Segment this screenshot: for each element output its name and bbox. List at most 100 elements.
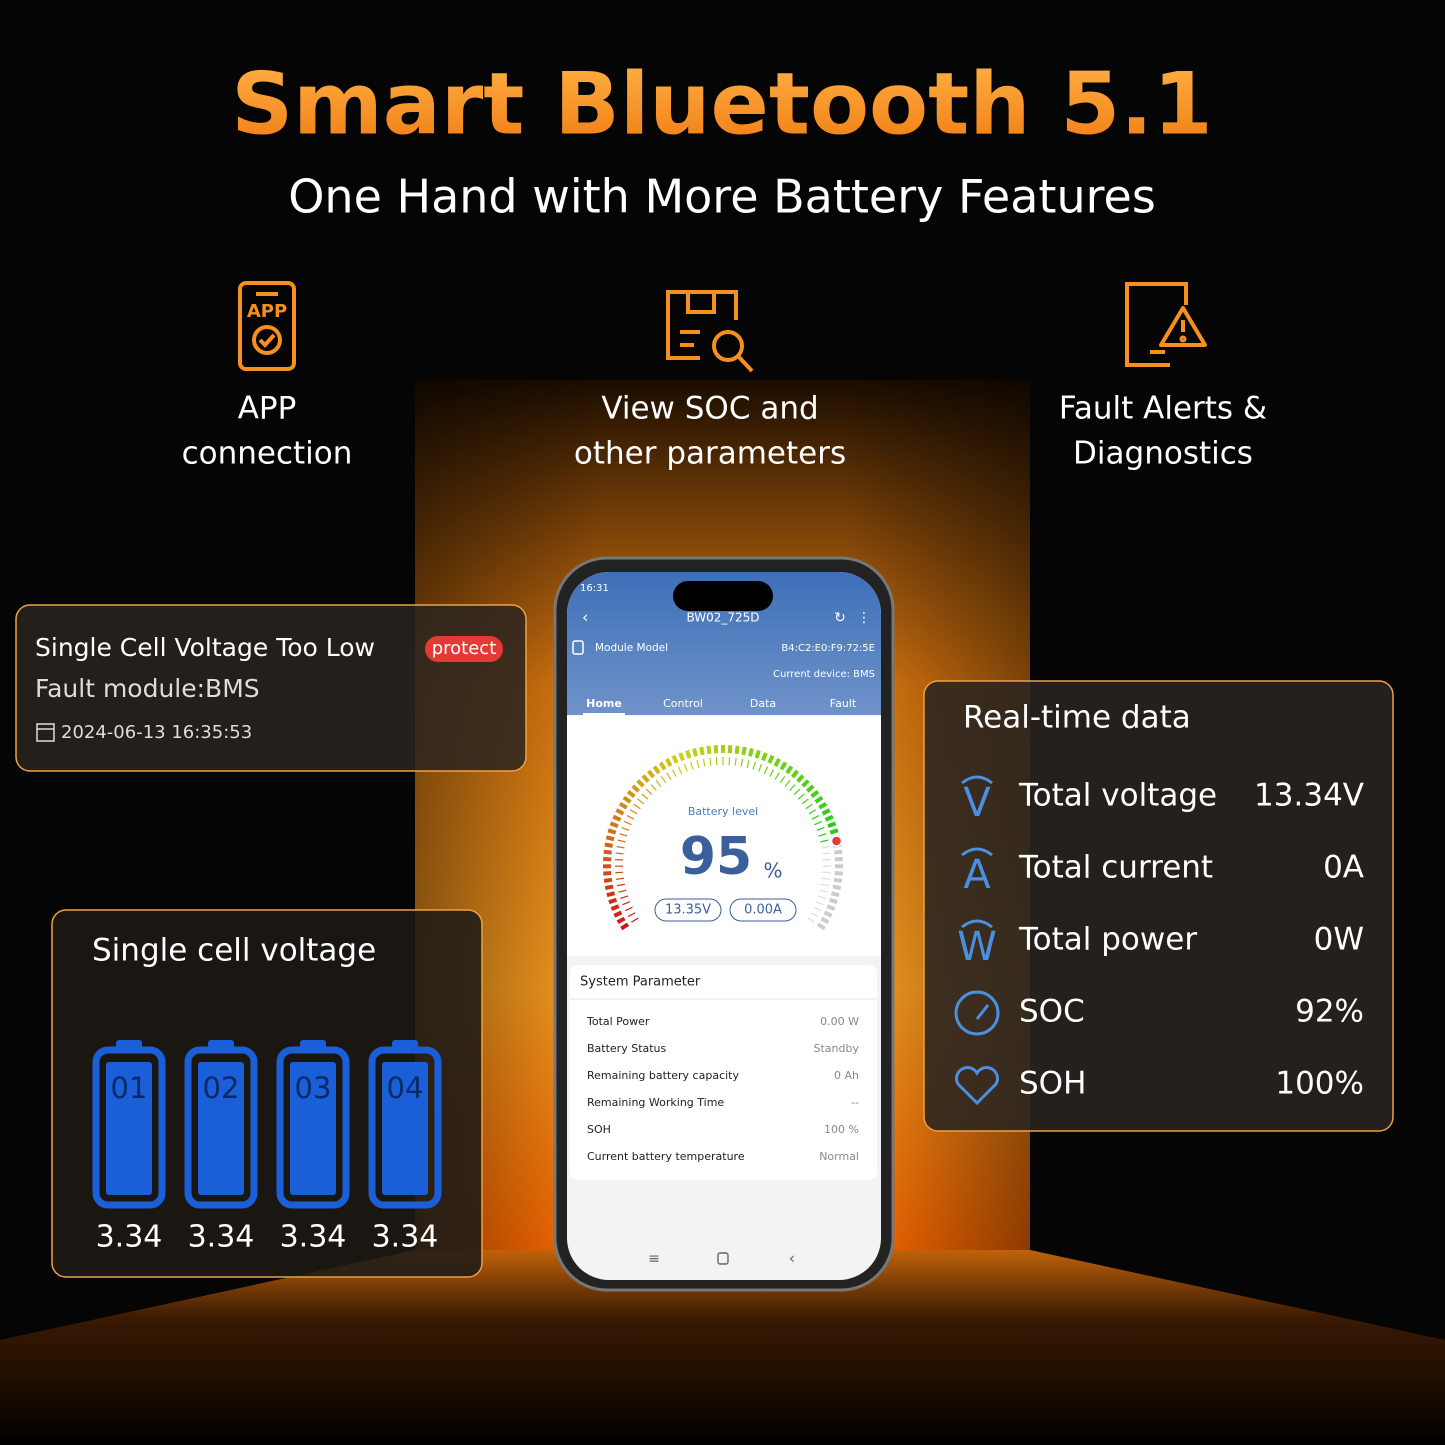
- gauge-dot: [830, 835, 843, 847]
- gauge-arc: [821, 808, 831, 816]
- gauge-tick: [709, 757, 712, 766]
- gauge-tick: [615, 871, 624, 874]
- nav-back[interactable]: ‹: [789, 1249, 795, 1268]
- gauge-tick: [797, 793, 805, 800]
- app-header: [567, 572, 881, 715]
- gauge-tick: [690, 761, 694, 770]
- row-label: Total power: [1018, 922, 1197, 958]
- feature-label: other parameters: [574, 436, 846, 472]
- gauge-arc: [641, 774, 650, 783]
- cells: 01 3.34 02 3.34 03 3.34 04 3.34: [92, 1040, 442, 1255]
- gauge-tick: [615, 852, 624, 855]
- icon-arc: [961, 775, 993, 785]
- cell-label: 01: [111, 1071, 148, 1105]
- gauge-arc: [834, 849, 843, 855]
- row-label: SOH: [1019, 1066, 1086, 1102]
- tab[interactable]: Control: [663, 697, 703, 710]
- gauge-tick: [622, 901, 631, 906]
- icon-arc: [961, 847, 993, 857]
- tab[interactable]: Data: [750, 697, 776, 710]
- feature-label: View SOC and: [601, 391, 818, 427]
- gauge-arc: [748, 748, 754, 757]
- gauge-tick: [627, 912, 636, 918]
- param-label: Battery Status: [587, 1042, 667, 1055]
- gauge-arc: [816, 922, 826, 931]
- fault-badge: protect: [432, 638, 497, 659]
- refresh-icon[interactable]: ↻: [834, 610, 846, 626]
- gauge-arc: [603, 871, 612, 876]
- module-icon: [572, 640, 584, 655]
- param-label: Current battery temperature: [587, 1150, 745, 1163]
- gauge-arc: [814, 795, 824, 804]
- row-icon: V: [963, 780, 991, 826]
- tab[interactable]: Home: [586, 697, 622, 710]
- realtime-rows: V Total voltage 13.34V A Total current 0A W Tot…: [954, 775, 1364, 1106]
- back-icon[interactable]: ‹: [582, 608, 588, 627]
- gauge-arc: [622, 795, 632, 804]
- gauge-tick: [779, 776, 786, 784]
- gauge-arc: [805, 784, 815, 793]
- battery-shell: [92, 1046, 166, 1209]
- gauge-arc: [801, 779, 810, 788]
- cell-label: 02: [203, 1071, 240, 1105]
- gauge-arc: [608, 897, 618, 905]
- feature-label: APP: [238, 391, 297, 427]
- gauge-value: 95: [680, 827, 752, 887]
- gauge-tick: [810, 912, 819, 918]
- tab-underline: [583, 713, 625, 716]
- param-label: SOH: [587, 1123, 611, 1136]
- subtitle: One Hand with More Battery Features: [288, 170, 1156, 224]
- gauge-arc: [810, 790, 820, 799]
- gauge-arc: [646, 769, 656, 779]
- gauge-arc: [613, 910, 623, 918]
- gauge-tick: [655, 779, 662, 787]
- gauge-tick: [746, 760, 750, 769]
- gauge-tick: [616, 845, 625, 849]
- gauge-arc: [658, 761, 667, 771]
- realtime-card: [923, 680, 1394, 1132]
- gauge-arc: [773, 757, 781, 767]
- gauge-arc: [767, 754, 775, 764]
- gauge-arc: [734, 745, 740, 755]
- row-value: 92%: [1295, 994, 1364, 1030]
- gauge-tick: [784, 779, 791, 787]
- gauge-tick: [807, 917, 815, 923]
- cell-title: Single cell voltage: [92, 933, 376, 969]
- gauge-arc: [615, 808, 625, 816]
- gauge-tick: [805, 803, 813, 810]
- gauge-tick: [671, 769, 677, 777]
- gauge-tick: [650, 784, 657, 791]
- gauge-arc: [604, 884, 614, 891]
- battery-shell: [184, 1046, 258, 1209]
- tab[interactable]: Fault: [830, 697, 857, 710]
- param-label: Remaining Working Time: [587, 1096, 724, 1109]
- param-label: Total Power: [586, 1015, 650, 1028]
- fault-title: Single Cell Voltage Too Low: [35, 633, 375, 662]
- gauge-arc: [761, 752, 768, 762]
- gauge-tick: [620, 895, 629, 900]
- gauge-arc: [631, 784, 641, 793]
- gauge-tick: [801, 798, 809, 805]
- cell-voltage: 3.34: [372, 1220, 439, 1255]
- soh-icon: [955, 1066, 999, 1106]
- gauge-tick: [621, 826, 630, 831]
- menu-icon[interactable]: ⋮: [857, 610, 871, 626]
- nav-home[interactable]: [717, 1252, 729, 1265]
- current-pill: [729, 898, 797, 922]
- gauge-tick: [752, 761, 756, 770]
- gauge-arc: [830, 891, 840, 898]
- nav-menu[interactable]: ≡: [648, 1251, 660, 1267]
- gauge-arc: [607, 828, 617, 835]
- param-label: Remaining battery capacity: [587, 1069, 739, 1082]
- title: Smart Bluetooth 5.1: [231, 54, 1213, 154]
- gauge-tick: [626, 815, 635, 820]
- battery-shell: [368, 1046, 442, 1209]
- device-name: BW02_725D: [686, 611, 759, 625]
- gauge-tick: [615, 877, 624, 880]
- cell-voltage: 3.34: [96, 1220, 163, 1255]
- voltage-pill: [654, 898, 722, 922]
- gauge-tick: [822, 852, 831, 855]
- row-label: SOC: [1019, 994, 1085, 1030]
- row-icon: W: [957, 924, 997, 970]
- gauge-tick: [740, 758, 744, 767]
